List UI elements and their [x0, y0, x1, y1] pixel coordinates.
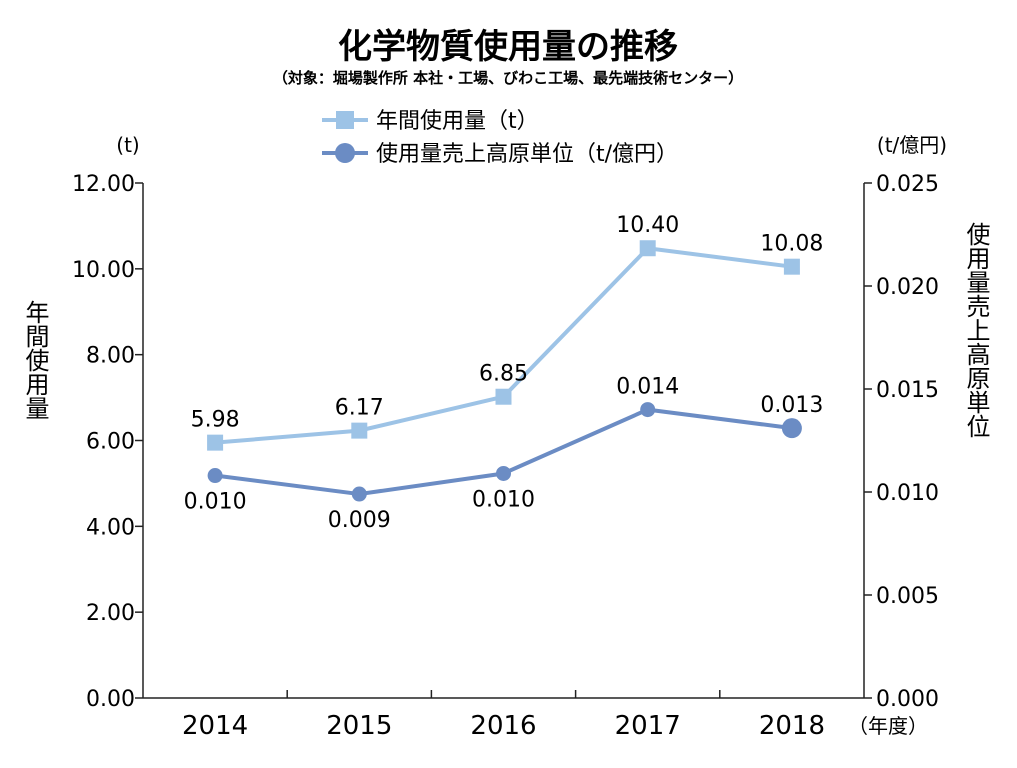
series-line-2	[214, 407, 793, 497]
left-axis-label: 年間使用量	[21, 300, 49, 420]
right-tick-label: 0.010	[876, 481, 939, 506]
data-label: 6.17	[335, 396, 384, 421]
legend: 年間使用量（t） 使用量売上高原単位（t/億円）	[322, 109, 678, 167]
data-point-square	[495, 388, 512, 405]
x-tick-label: 2018	[759, 711, 825, 741]
right-axis-label: 使用量売上高原単位	[962, 222, 990, 438]
axes: 0.00 2.00 4.00 6.00 8.00 10.00 12.00 0.000 0.005…	[72, 172, 939, 741]
data-label: 0.013	[760, 393, 823, 418]
data-label: 5.98	[191, 408, 240, 433]
chart-title: 化学物質使用量の推移	[338, 27, 678, 67]
left-tick-label: 4.00	[86, 515, 135, 540]
data-label: 6.85	[479, 362, 528, 387]
left-tick-label: 6.00	[86, 430, 135, 455]
data-point-square	[207, 434, 224, 451]
right-tick-label: 0.025	[876, 172, 939, 197]
data-label: 10.40	[616, 213, 679, 238]
left-tick-label: 10.00	[72, 258, 135, 283]
data-point-square	[351, 422, 368, 439]
legend-label-annual: 年間使用量（t）	[376, 109, 539, 134]
series-line-1	[214, 246, 793, 445]
legend-marker-square	[336, 111, 354, 129]
chart-subtitle: （対象：堀場製作所 本社・工場、びわこ工場、最先端技術センター）	[273, 69, 743, 87]
data-point-square	[639, 240, 656, 257]
right-tick-label: 0.020	[876, 275, 939, 300]
data-label: 0.010	[184, 490, 247, 515]
data-point-circle	[496, 465, 511, 481]
data-point-circle	[781, 418, 802, 439]
x-tick-label: 2017	[615, 711, 681, 741]
data-point-circle	[207, 468, 223, 484]
left-axis-unit: (t)	[116, 133, 139, 157]
x-tick-label: 2016	[470, 711, 536, 741]
left-tick-label: 8.00	[86, 344, 135, 369]
data-point-circle	[640, 402, 656, 418]
left-tick-label: 12.00	[72, 172, 135, 197]
legend-marker-circle	[335, 143, 355, 163]
right-tick-label: 0.015	[876, 378, 939, 403]
x-tick-label: 2015	[326, 711, 392, 741]
data-label: 0.010	[472, 487, 535, 512]
right-tick-label: 0.000	[876, 687, 939, 712]
data-point-square	[783, 258, 800, 275]
left-tick-label: 0.00	[86, 687, 135, 712]
right-tick-label: 0.005	[876, 584, 939, 609]
left-tick-label: 2.00	[86, 601, 135, 626]
series-layer: 5.98 6.17 6.85 10.40 10.08 0.010 0.009 0.010 0.0…	[184, 213, 824, 533]
data-label: 10.08	[760, 232, 823, 257]
data-label: 0.009	[328, 508, 391, 533]
x-tick-label: 2014	[182, 711, 248, 741]
data-point-circle	[351, 486, 367, 502]
x-axis-unit: （年度）	[848, 714, 928, 738]
right-axis-unit: (t/億円)	[877, 133, 947, 157]
data-label: 0.014	[616, 375, 679, 400]
legend-label-intensity: 使用量売上高原単位（t/億円）	[376, 142, 678, 167]
